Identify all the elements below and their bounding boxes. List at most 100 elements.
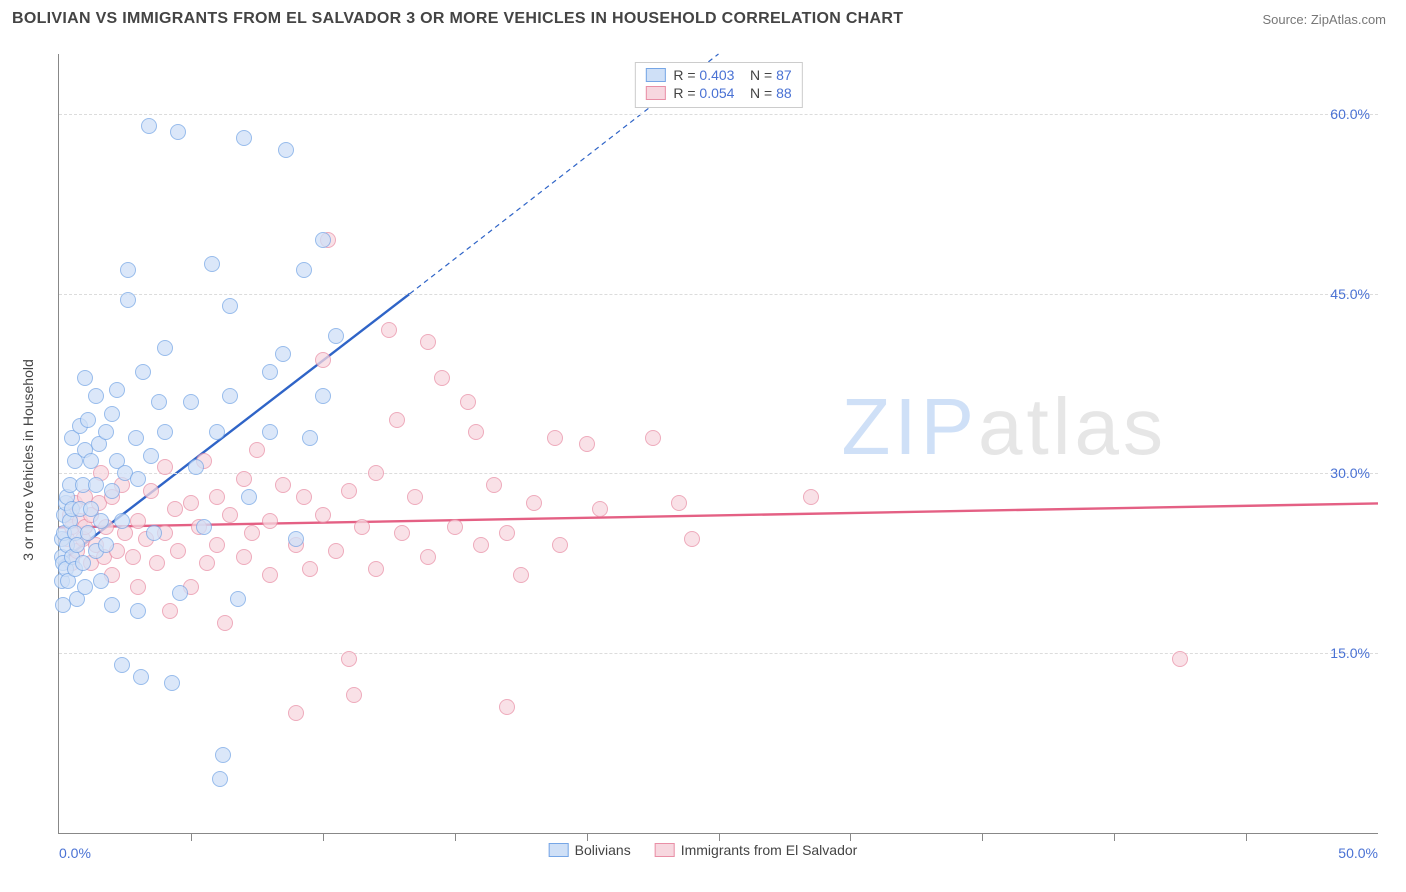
scatter-point [167, 501, 183, 517]
xtick-label: 50.0% [1338, 845, 1378, 861]
scatter-point [296, 262, 312, 278]
xtick-minor [191, 833, 192, 841]
scatter-point [473, 537, 489, 553]
watermark-a: ZIP [842, 382, 978, 471]
legend-row-a: R = 0.403 N = 87 [645, 67, 791, 83]
scatter-point [803, 489, 819, 505]
scatter-point [75, 555, 91, 571]
scatter-point [645, 430, 661, 446]
scatter-point [302, 430, 318, 446]
scatter-point [302, 561, 318, 577]
scatter-point [315, 507, 331, 523]
scatter-point [215, 747, 231, 763]
xtick-minor [587, 833, 588, 841]
scatter-point [128, 430, 144, 446]
gridline-h [59, 473, 1378, 474]
scatter-point [222, 507, 238, 523]
scatter-point [315, 352, 331, 368]
scatter-point [249, 442, 265, 458]
scatter-point [486, 477, 502, 493]
scatter-point [157, 459, 173, 475]
scatter-point [146, 525, 162, 541]
scatter-point [447, 519, 463, 535]
scatter-point [80, 525, 96, 541]
scatter-point [143, 483, 159, 499]
swatch-b-bottom [655, 843, 675, 857]
scatter-point [241, 489, 257, 505]
scatter-point [341, 651, 357, 667]
scatter-point [199, 555, 215, 571]
scatter-point [188, 459, 204, 475]
scatter-point [133, 669, 149, 685]
scatter-point [170, 124, 186, 140]
scatter-point [172, 585, 188, 601]
scatter-point [1172, 651, 1188, 667]
xtick-minor [323, 833, 324, 841]
scatter-point [149, 555, 165, 571]
scatter-point [526, 495, 542, 511]
scatter-point [209, 537, 225, 553]
watermark-b: atlas [978, 382, 1167, 471]
legend-item-b: Immigrants from El Salvador [655, 842, 858, 858]
scatter-point [389, 412, 405, 428]
scatter-point [592, 501, 608, 517]
scatter-point [80, 412, 96, 428]
scatter-point [98, 424, 114, 440]
scatter-point [499, 525, 515, 541]
legend-label-a: Bolivians [575, 842, 631, 858]
scatter-point [513, 567, 529, 583]
scatter-point [143, 448, 159, 464]
scatter-point [288, 705, 304, 721]
scatter-point [183, 495, 199, 511]
scatter-point [262, 424, 278, 440]
xtick-minor [982, 833, 983, 841]
swatch-a [645, 68, 665, 82]
scatter-point [162, 603, 178, 619]
scatter-point [346, 687, 362, 703]
xtick-label: 0.0% [59, 845, 91, 861]
scatter-point [98, 537, 114, 553]
scatter-point [354, 519, 370, 535]
scatter-point [368, 561, 384, 577]
scatter-point [88, 477, 104, 493]
scatter-point [130, 579, 146, 595]
ytick-label: 15.0% [1330, 645, 1370, 661]
scatter-point [381, 322, 397, 338]
scatter-point [114, 657, 130, 673]
legend-stats: R = 0.403 N = 87 R = 0.054 N = 88 [634, 62, 802, 108]
xtick-minor [1114, 833, 1115, 841]
chart-container: 3 or more Vehicles in Household ZIPatlas… [12, 40, 1394, 880]
scatter-point [460, 394, 476, 410]
scatter-point [135, 364, 151, 380]
y-axis-label: 3 or more Vehicles in Household [20, 359, 36, 561]
scatter-point [236, 130, 252, 146]
scatter-point [183, 394, 199, 410]
chart-header: BOLIVIAN VS IMMIGRANTS FROM EL SALVADOR … [0, 0, 1406, 34]
scatter-point [468, 424, 484, 440]
scatter-point [77, 579, 93, 595]
scatter-point [315, 388, 331, 404]
scatter-point [157, 424, 173, 440]
xtick-minor [719, 833, 720, 841]
legend-r-b: R = 0.054 N = 88 [673, 85, 791, 101]
scatter-point [328, 328, 344, 344]
scatter-point [104, 483, 120, 499]
legend-row-b: R = 0.054 N = 88 [645, 85, 791, 101]
scatter-point [93, 573, 109, 589]
ytick-label: 45.0% [1330, 286, 1370, 302]
xtick-minor [455, 833, 456, 841]
gridline-h [59, 294, 1378, 295]
legend-r-a: R = 0.403 N = 87 [673, 67, 791, 83]
scatter-point [420, 334, 436, 350]
scatter-point [368, 465, 384, 481]
scatter-point [671, 495, 687, 511]
scatter-point [547, 430, 563, 446]
scatter-point [236, 549, 252, 565]
scatter-point [434, 370, 450, 386]
scatter-point [222, 388, 238, 404]
scatter-point [684, 531, 700, 547]
scatter-point [222, 298, 238, 314]
scatter-point [262, 364, 278, 380]
scatter-point [114, 513, 130, 529]
chart-source: Source: ZipAtlas.com [1262, 12, 1386, 27]
